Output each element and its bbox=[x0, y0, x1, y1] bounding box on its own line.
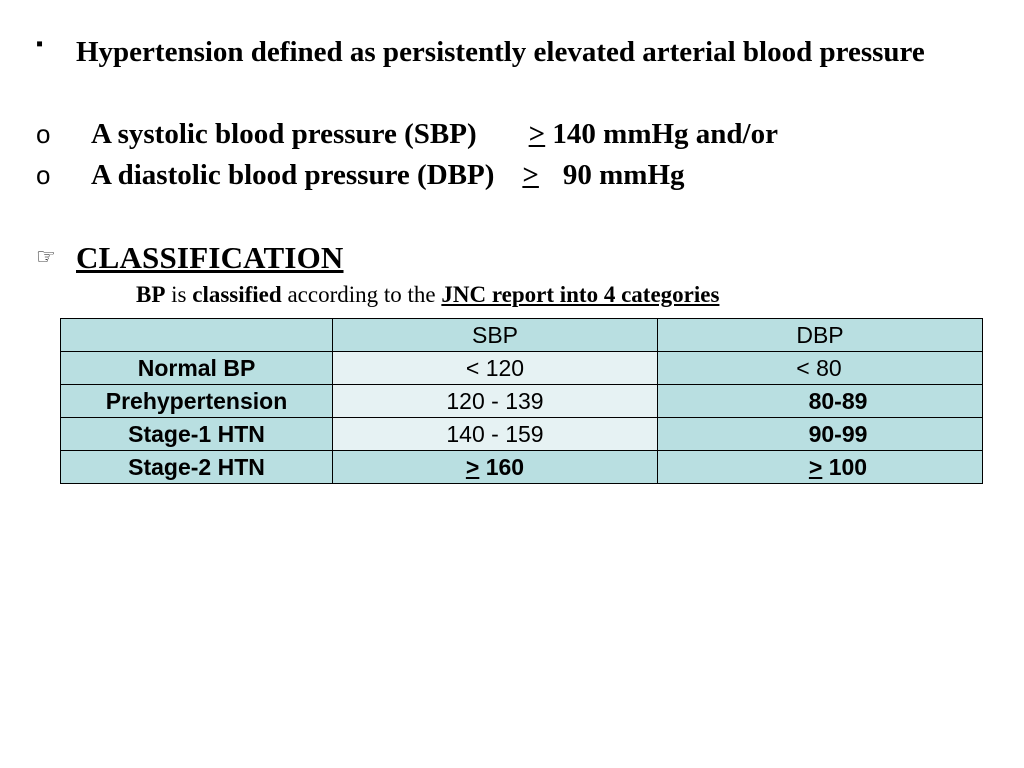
systolic-value: 140 mmHg and/or bbox=[552, 118, 778, 150]
systolic-criterion: A systolic blood pressure (SBP) > 140 mmH… bbox=[91, 114, 778, 154]
subline-according: according to the bbox=[287, 282, 436, 307]
circle-bullet-icon: o bbox=[36, 119, 51, 149]
category-cell: Stage-2 HTN bbox=[60, 450, 333, 484]
subline-is: is bbox=[171, 282, 187, 307]
dbp-value: 100 bbox=[828, 454, 868, 480]
table-row: Normal BP < 120 < 80 bbox=[60, 351, 983, 385]
circle-bullet-icon: o bbox=[36, 160, 51, 190]
table-header-cell bbox=[60, 318, 333, 352]
table-header-row: SBP DBP bbox=[60, 318, 983, 352]
square-bullet-icon: ▪ bbox=[36, 33, 44, 55]
table-header-sbp: SBP bbox=[332, 318, 658, 352]
classification-heading: CLASSIFICATION bbox=[76, 240, 344, 275]
dbp-value: 80-89 bbox=[808, 388, 868, 414]
systolic-symbol: > bbox=[528, 118, 546, 150]
systolic-label: A systolic blood pressure (SBP) bbox=[91, 118, 477, 150]
dbp-value-group: > 100 bbox=[809, 454, 867, 480]
sbp-symbol: > bbox=[465, 454, 480, 480]
table-header-dbp: DBP bbox=[657, 318, 983, 352]
dbp-cell: < 80 bbox=[657, 351, 983, 385]
definition-bullet: Hypertension defined as persistently ele… bbox=[76, 36, 925, 68]
bp-classification-table: SBP DBP Normal BP < 120 < 80 Prehyperten… bbox=[60, 318, 983, 484]
category-cell: Normal BP bbox=[60, 351, 333, 385]
dbp-cell: 80-89 bbox=[657, 384, 983, 418]
sbp-cell: 120 - 139 bbox=[332, 384, 658, 418]
sbp-cell: > 160 bbox=[332, 450, 658, 484]
dbp-cell: > 100 bbox=[657, 450, 983, 484]
sbp-cell: < 120 bbox=[332, 351, 658, 385]
classification-subline: BP is classified according to the JNC re… bbox=[136, 279, 719, 311]
table-row: Prehypertension 120 - 139 80-89 bbox=[60, 384, 983, 418]
subline-classified: classified bbox=[192, 282, 282, 307]
sbp-value: 160 bbox=[485, 454, 525, 480]
diastolic-symbol: > bbox=[522, 159, 539, 191]
sbp-cell: 140 - 159 bbox=[332, 417, 658, 451]
pointing-hand-icon: ☞ bbox=[36, 245, 56, 270]
table-row: Stage-2 HTN > 160 > 100 bbox=[60, 450, 983, 484]
dbp-header-text: DBP bbox=[796, 322, 844, 348]
category-cell: Prehypertension bbox=[60, 384, 333, 418]
subline-jnc: JNC report into 4 categories bbox=[441, 282, 720, 307]
category-cell: Stage-1 HTN bbox=[60, 417, 333, 451]
subline-bp: BP bbox=[136, 282, 166, 307]
diastolic-value: 90 mmHg bbox=[562, 159, 685, 191]
dbp-cell: 90-99 bbox=[657, 417, 983, 451]
diastolic-criterion: A diastolic blood pressure (DBP) >90 mmHg bbox=[91, 155, 685, 195]
dbp-value: < 80 bbox=[796, 355, 842, 381]
diastolic-label: A diastolic blood pressure (DBP) bbox=[91, 159, 495, 191]
dbp-symbol: > bbox=[808, 454, 823, 480]
dbp-value: 90-99 bbox=[808, 421, 868, 447]
table-row: Stage-1 HTN 140 - 159 90-99 bbox=[60, 417, 983, 451]
